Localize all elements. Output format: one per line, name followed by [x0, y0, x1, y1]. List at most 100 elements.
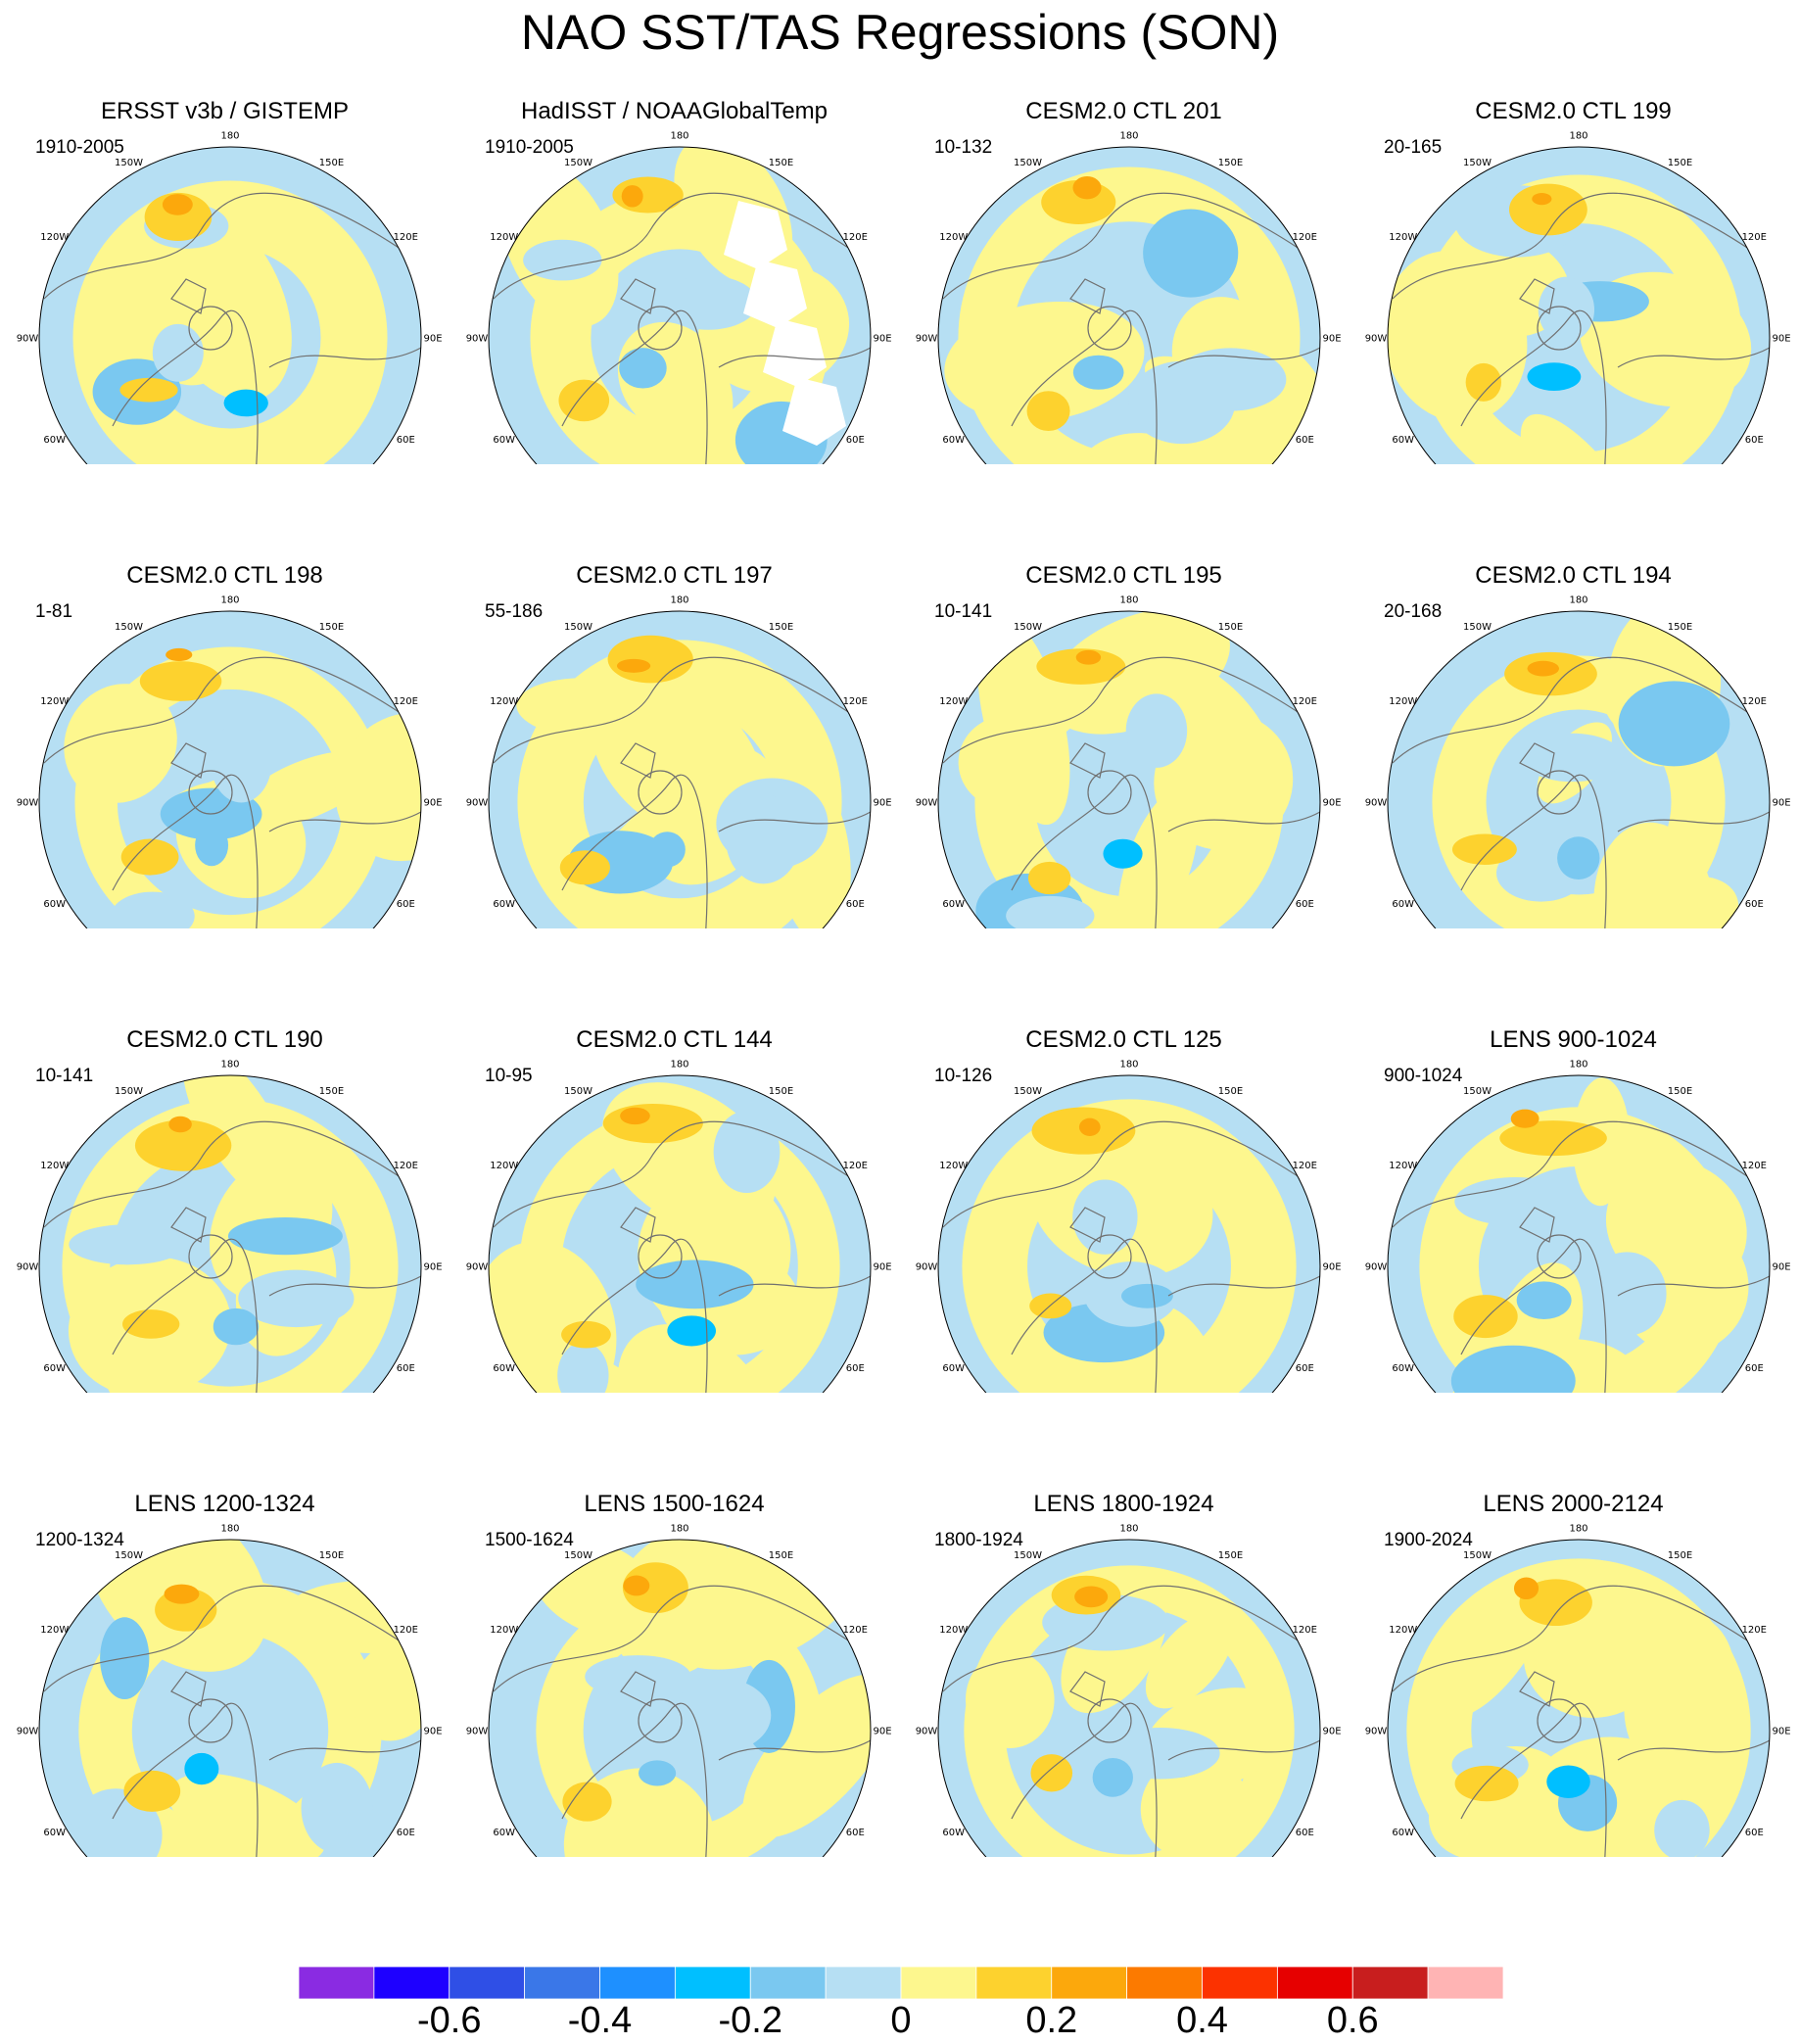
warm-anomaly [558, 379, 610, 422]
panel-title: CESM2.0 CTL 195 [1025, 562, 1222, 589]
panel-title: LENS 900-1024 [1490, 1026, 1657, 1053]
longitude-label: 150E [769, 1086, 793, 1097]
map-outline [488, 1539, 872, 1857]
warm-anomaly [562, 1782, 612, 1822]
warm-anomaly [1454, 1765, 1519, 1802]
colorbar-swatch [1276, 1967, 1353, 2000]
panel-title: CESM2.0 CTL 144 [576, 1026, 773, 1053]
colorbar-swatch [749, 1967, 827, 2000]
longitude-label: 60E [397, 899, 415, 910]
longitude-label: 60W [1392, 1363, 1414, 1374]
cool-anomaly [70, 1788, 163, 1857]
longitude-label: 120E [394, 1625, 418, 1636]
colorbar-swatch [299, 1967, 375, 2000]
longitude-label: 60E [1745, 435, 1764, 446]
longitude-label: 120W [1389, 1625, 1417, 1636]
longitude-label: 60E [1296, 1828, 1314, 1838]
warm-anomaly [1436, 233, 1570, 338]
warm-anomaly [1606, 876, 1739, 928]
cool-anomaly [671, 1678, 772, 1752]
map-outline [937, 1074, 1321, 1393]
longitude-label: 180 [1119, 595, 1138, 606]
longitude-label: 150E [1218, 1550, 1243, 1561]
longitude-label: 150W [564, 1086, 592, 1097]
longitude-label: 60E [846, 1363, 865, 1374]
coastline [493, 1585, 871, 1857]
map-outline [1387, 1074, 1771, 1393]
coastline [1392, 1120, 1770, 1393]
longitude-label: 60E [1296, 435, 1314, 446]
cool-anomaly [1587, 1252, 1667, 1336]
panel-title: CESM2.0 CTL 199 [1475, 98, 1672, 124]
warm-anomaly [561, 1320, 611, 1349]
map-panel: LENS 2000-2124180150E120E90E60E30E030W60… [1349, 1393, 1798, 1857]
longitude-label: 150E [1218, 158, 1243, 168]
longitude-label: 60W [942, 1363, 965, 1374]
longitude-label: 90W [17, 798, 39, 809]
longitude-label: 150W [115, 1550, 143, 1561]
cool-anomaly [223, 389, 268, 417]
polar-map: 180150E120E90E60E30E030W60W90W120W150W [916, 595, 1342, 928]
cool-anomaly [648, 832, 686, 868]
longitude-label: 90W [17, 1262, 39, 1273]
longitude-label: 120W [939, 696, 968, 707]
longitude-label: 90E [1772, 1727, 1790, 1737]
polar-map: 180150E120E90E60E30E030W60W90W120W150W [1365, 131, 1791, 464]
map-panel: CESM2.0 CTL 194180150E120E90E60E30E030W6… [1349, 464, 1798, 928]
colorbar-swatch [1126, 1967, 1203, 2000]
warm-anomaly [1451, 833, 1517, 865]
longitude-label: 120E [843, 1161, 868, 1171]
warm-anomaly [623, 1575, 650, 1596]
cool-anomaly [1450, 1345, 1576, 1393]
longitude-label: 60W [1392, 435, 1414, 446]
cool-anomaly [152, 323, 204, 382]
longitude-label: 90W [916, 798, 938, 809]
warm-anomaly [1510, 1109, 1539, 1128]
longitude-label: 150E [319, 622, 344, 633]
polar-map: 180150E120E90E60E30E030W60W90W120W150W [1365, 1524, 1791, 1857]
panel-title: CESM2.0 CTL 201 [1025, 98, 1222, 124]
longitude-label: 60W [942, 435, 965, 446]
longitude-label: 90E [873, 334, 891, 345]
map-outline [1387, 146, 1771, 464]
longitude-label: 150W [115, 158, 143, 168]
longitude-label: 60W [493, 899, 515, 910]
warm-anomaly [1154, 712, 1294, 850]
longitude-label: 60E [1296, 1363, 1314, 1374]
longitude-label: 120E [1742, 1625, 1767, 1636]
cool-anomaly [211, 722, 272, 803]
cool-anomaly [1092, 1757, 1133, 1797]
longitude-label: 60W [43, 899, 66, 910]
cool-anomaly [1618, 681, 1730, 767]
panel-period: 1200-1324 [35, 1530, 124, 1550]
longitude-label: 150W [1014, 1550, 1042, 1561]
cool-anomaly [1143, 209, 1239, 298]
warm-anomaly [64, 684, 177, 803]
warm-anomaly [1075, 649, 1102, 665]
longitude-label: 90E [1772, 798, 1790, 809]
colorbar-tick-label: 0.4 [1176, 2000, 1228, 2041]
warm-anomaly [742, 1674, 871, 1838]
coastline [1392, 1585, 1770, 1857]
map-outline [488, 610, 872, 928]
longitude-label: 60W [1392, 1828, 1414, 1838]
longitude-label: 90E [423, 798, 442, 809]
warm-anomaly [1513, 1577, 1539, 1600]
longitude-label: 120E [843, 232, 868, 243]
longitude-label: 120W [40, 232, 69, 243]
longitude-label: 90W [466, 1727, 489, 1737]
cool-anomaly [1516, 1281, 1572, 1319]
colorbar-swatch [1202, 1967, 1278, 2000]
longitude-label: 60E [397, 1363, 415, 1374]
longitude-label: 150W [115, 1086, 143, 1097]
cool-anomaly [1527, 362, 1582, 392]
longitude-label: 60E [846, 1828, 865, 1838]
longitude-label: 180 [1119, 1060, 1138, 1070]
longitude-label: 120W [939, 1625, 968, 1636]
longitude-label: 60W [942, 1828, 965, 1838]
longitude-label: 150W [1014, 158, 1042, 168]
panel-period: 1910-2005 [35, 137, 124, 158]
warm-anomaly [1520, 413, 1656, 464]
polar-map: 180150E120E90E60E30E030W60W90W120W150W [17, 131, 443, 464]
colorbar-tick-label: 0.2 [1025, 2000, 1078, 2041]
